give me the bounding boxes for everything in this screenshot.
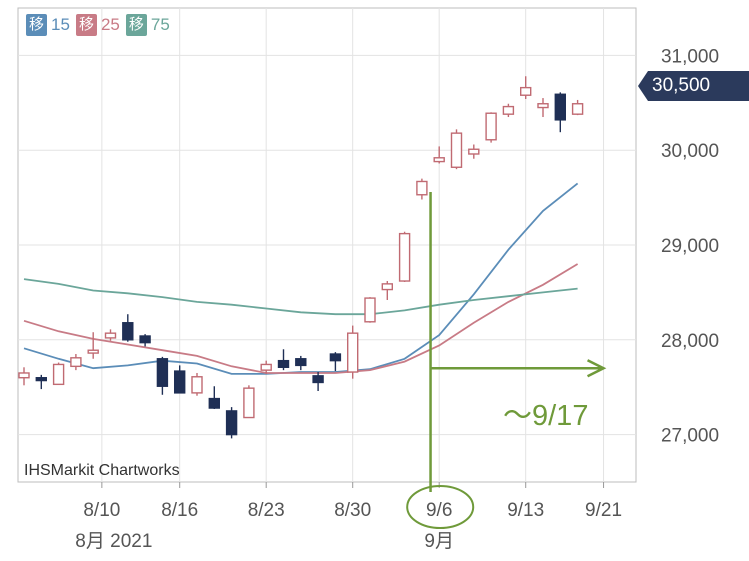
candle-body — [122, 322, 134, 341]
legend-item-ma75: 移 75 — [125, 14, 170, 36]
candle-body — [87, 349, 99, 354]
x-tick-label: 8/10 — [83, 500, 120, 521]
ma-line-15 — [23, 182, 579, 375]
y-tick-label: 30,000 — [661, 141, 719, 162]
candle-body — [208, 397, 221, 409]
candle-body — [416, 180, 428, 196]
x-tick-label: 9/13 — [507, 500, 544, 521]
legend-badge: 移 — [26, 14, 48, 36]
candle-body — [502, 105, 515, 115]
candle-body — [468, 148, 480, 155]
legend-label: 25 — [100, 15, 120, 34]
candle-body — [18, 372, 30, 379]
annotation-text: ～9/17 — [503, 400, 589, 432]
x-tick-label: 9/6 — [426, 500, 452, 521]
candle-body — [260, 363, 272, 371]
x-sublabel: 9月 — [424, 531, 454, 552]
candlesticks — [18, 76, 584, 439]
current-price-tag: 30,500 — [638, 71, 749, 101]
candle-body — [295, 358, 307, 367]
candle-body — [104, 332, 117, 339]
x-tick-label: 8/30 — [334, 500, 371, 521]
legend-badge: 移 — [125, 14, 147, 36]
candle-body — [243, 387, 255, 419]
candle-body — [398, 232, 411, 282]
candle-body — [347, 332, 359, 373]
arrow-head — [586, 359, 607, 378]
y-tick-label: 29,000 — [661, 236, 719, 257]
legend-item-ma15: 移 15 — [26, 14, 70, 36]
candle-body — [35, 377, 47, 382]
candle-body — [173, 370, 186, 394]
source-credit: IHSMarkit Chartworks — [24, 462, 180, 479]
candle-body — [433, 157, 445, 163]
candle-body — [191, 376, 203, 394]
legend-item-ma25: 移 25 — [75, 14, 120, 36]
moving-average-lines — [23, 182, 579, 375]
candle-body — [225, 410, 238, 436]
grid-lines — [18, 8, 636, 482]
y-tick-label: 27,000 — [661, 426, 719, 447]
candle-body — [52, 363, 65, 386]
price-tag-shape — [638, 71, 749, 101]
x-tick-label: 9/21 — [585, 500, 622, 521]
candle-body — [571, 103, 584, 115]
candle-body — [156, 358, 169, 387]
ma-line-75 — [23, 278, 578, 316]
candle-body — [277, 359, 290, 368]
legend-label: 75 — [150, 15, 170, 34]
candle-body — [485, 112, 497, 141]
candle-body — [554, 93, 566, 121]
legend: 移 15 移 25 移 75 — [26, 14, 170, 36]
x-tick-label: 8/23 — [248, 500, 285, 521]
x-axis: 8/10 8月 2021 8/16 8/23 8/30 9/6 9月 9/13 9/21 — [75, 482, 622, 552]
legend-badge: 移 — [75, 14, 97, 36]
candle-body — [139, 335, 151, 344]
candle-body — [450, 132, 463, 168]
ma-line-25 — [23, 263, 579, 374]
y-tick-label: 28,000 — [661, 331, 719, 352]
candle-body — [381, 283, 393, 291]
x-tick-label: 8/16 — [161, 500, 198, 521]
current-price-label: 30,500 — [652, 75, 711, 96]
legend-label: 15 — [51, 15, 70, 34]
candle-body — [70, 357, 82, 368]
y-axis: 31,000 30,000 29,000 28,000 27,000 — [661, 46, 719, 446]
candle-body — [364, 297, 376, 323]
x-sublabel: 8月 2021 — [75, 531, 152, 552]
candle-body — [537, 103, 549, 109]
highlight-ellipse — [406, 485, 475, 529]
y-tick-label: 31,000 — [661, 46, 719, 67]
candle-body — [329, 353, 342, 362]
candle-body — [520, 86, 532, 96]
annotations — [429, 192, 607, 492]
candle-body — [312, 375, 324, 384]
